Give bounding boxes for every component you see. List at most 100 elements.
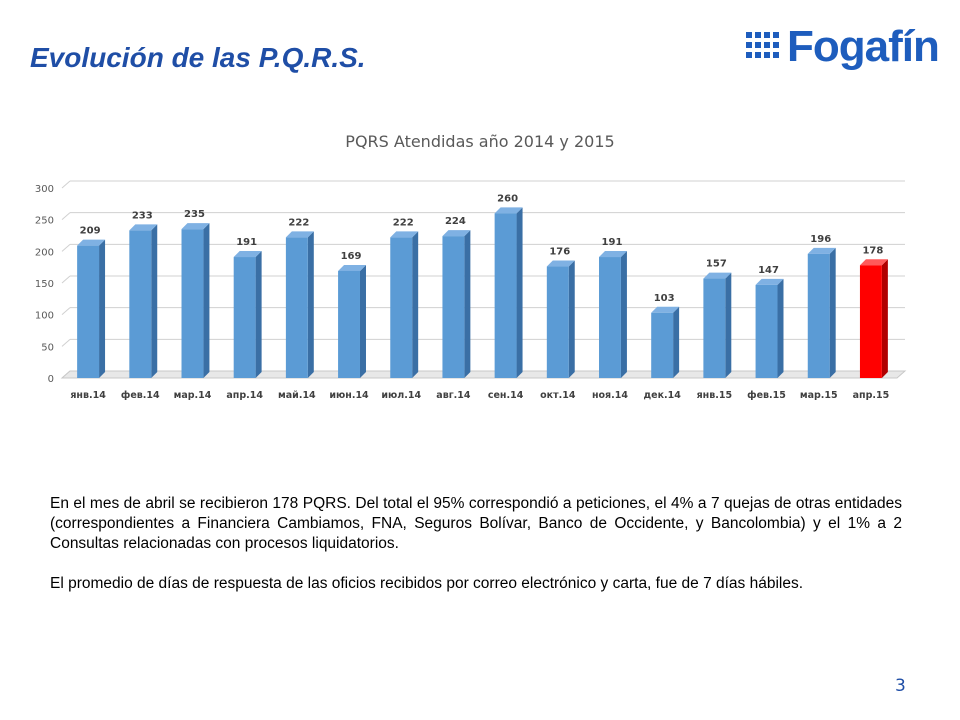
logo-text: Fogafín — [787, 22, 940, 71]
bar-side — [620, 251, 627, 378]
x-tick-label: янв.14 — [70, 390, 106, 401]
bar-top — [390, 231, 419, 238]
bar-side — [881, 259, 888, 378]
bar — [181, 229, 204, 378]
bar-top — [77, 239, 106, 246]
data-label: 222 — [288, 217, 309, 228]
bar-top — [285, 231, 314, 238]
x-tick-label: мар.14 — [174, 390, 212, 401]
x-tick-label: авг.14 — [436, 390, 471, 401]
data-label: 260 — [497, 193, 518, 204]
bar-side — [255, 251, 262, 378]
data-label: 176 — [549, 247, 570, 258]
bar-top — [494, 207, 523, 214]
fogafin-logo: Fogafín — [745, 22, 940, 74]
bar — [651, 312, 674, 378]
bar-top — [859, 259, 888, 266]
bar-side — [151, 224, 158, 378]
chart-container: PQRS Atendidas año 2014 y 2015 0 50 100 150… — [0, 120, 960, 420]
x-tick-label: сен.14 — [488, 390, 524, 401]
bar — [233, 257, 256, 378]
bar-side — [777, 278, 784, 378]
grid-depth-line — [61, 338, 71, 347]
summary-paragraph-1: En el mes de abril se recibieron 178 PQR… — [50, 495, 902, 552]
grid-depth-line — [61, 212, 71, 221]
y-tick-label: 150 — [35, 279, 54, 290]
grid-depth-line — [61, 307, 71, 316]
bar — [338, 270, 360, 378]
y-tick-label: 0 — [48, 374, 54, 385]
bar-top — [442, 230, 471, 237]
bar-top — [755, 278, 784, 285]
x-tick-label: ноя.14 — [592, 390, 628, 401]
x-tick-label: окт.14 — [540, 390, 576, 401]
data-label: 169 — [341, 251, 362, 262]
bar-top — [546, 260, 575, 267]
bar — [390, 237, 413, 378]
bar-side — [673, 306, 680, 378]
grid-depth-line — [61, 243, 71, 252]
bar-side — [412, 231, 419, 378]
bar — [807, 253, 830, 378]
y-tick-label: 100 — [35, 311, 54, 322]
data-label: 233 — [132, 210, 153, 221]
bar — [494, 213, 517, 378]
bar-side — [464, 230, 471, 378]
chart-title: PQRS Atendidas año 2014 y 2015 — [345, 132, 615, 151]
y-tick-label: 200 — [35, 247, 54, 258]
bar-top — [181, 223, 210, 230]
bar — [703, 278, 726, 378]
page-number: 3 — [895, 676, 906, 696]
x-tick-label: мар.15 — [800, 390, 838, 401]
bar — [599, 257, 621, 378]
bar-side — [307, 231, 314, 378]
data-label: 191 — [236, 237, 257, 248]
bar-side — [725, 272, 732, 378]
x-tick-label: апр.14 — [226, 390, 263, 401]
data-label: 157 — [706, 259, 727, 270]
grid-depth-line — [61, 275, 71, 284]
x-tick-label: янв.15 — [697, 390, 733, 401]
x-tick-label: июн.14 — [329, 390, 369, 401]
bar-top — [651, 306, 680, 313]
y-tick-label: 50 — [41, 342, 54, 353]
bar-top — [129, 224, 158, 231]
bar — [859, 265, 882, 378]
y-tick-label: 300 — [35, 184, 54, 195]
bar — [77, 245, 100, 378]
bar — [546, 266, 569, 378]
bar-top — [338, 264, 366, 271]
x-tick-label: май.14 — [278, 390, 316, 401]
x-tick-label: дек.14 — [643, 390, 681, 401]
bar — [755, 284, 778, 378]
summary-text: En el mes de abril se recibieron 178 PQR… — [50, 494, 902, 614]
bar-chart: 0 50 100 150 200 250 300 209 янв.14 233 фев.14 235 м… — [35, 180, 907, 401]
bar-side — [829, 247, 836, 378]
bar — [442, 236, 465, 378]
bar-top — [807, 247, 836, 254]
bar-side — [568, 260, 575, 378]
data-label: 224 — [445, 216, 466, 227]
x-tick-label: июл.14 — [381, 390, 421, 401]
data-label: 235 — [184, 209, 205, 220]
bar — [285, 237, 308, 378]
logo-dots-icon — [746, 32, 779, 58]
data-label: 222 — [393, 217, 414, 228]
bar-side — [359, 264, 366, 378]
summary-paragraph-2: El promedio de días de respuesta de las … — [50, 575, 804, 592]
slide-title: Evolución de las P.Q.R.S. — [30, 42, 366, 73]
bar-side — [516, 207, 523, 378]
x-tick-label: фев.14 — [121, 390, 160, 401]
data-label: 103 — [654, 293, 675, 304]
grid-depth-line — [61, 180, 71, 189]
bar — [129, 230, 152, 378]
data-label: 209 — [80, 226, 101, 237]
y-tick-label: 250 — [35, 216, 54, 227]
data-label: 191 — [602, 237, 623, 248]
bar-top — [703, 272, 732, 279]
data-label: 178 — [862, 245, 883, 256]
x-tick-label: апр.15 — [853, 390, 890, 401]
data-label: 196 — [810, 234, 831, 245]
bar-top — [233, 251, 262, 258]
bar-side — [99, 239, 106, 378]
